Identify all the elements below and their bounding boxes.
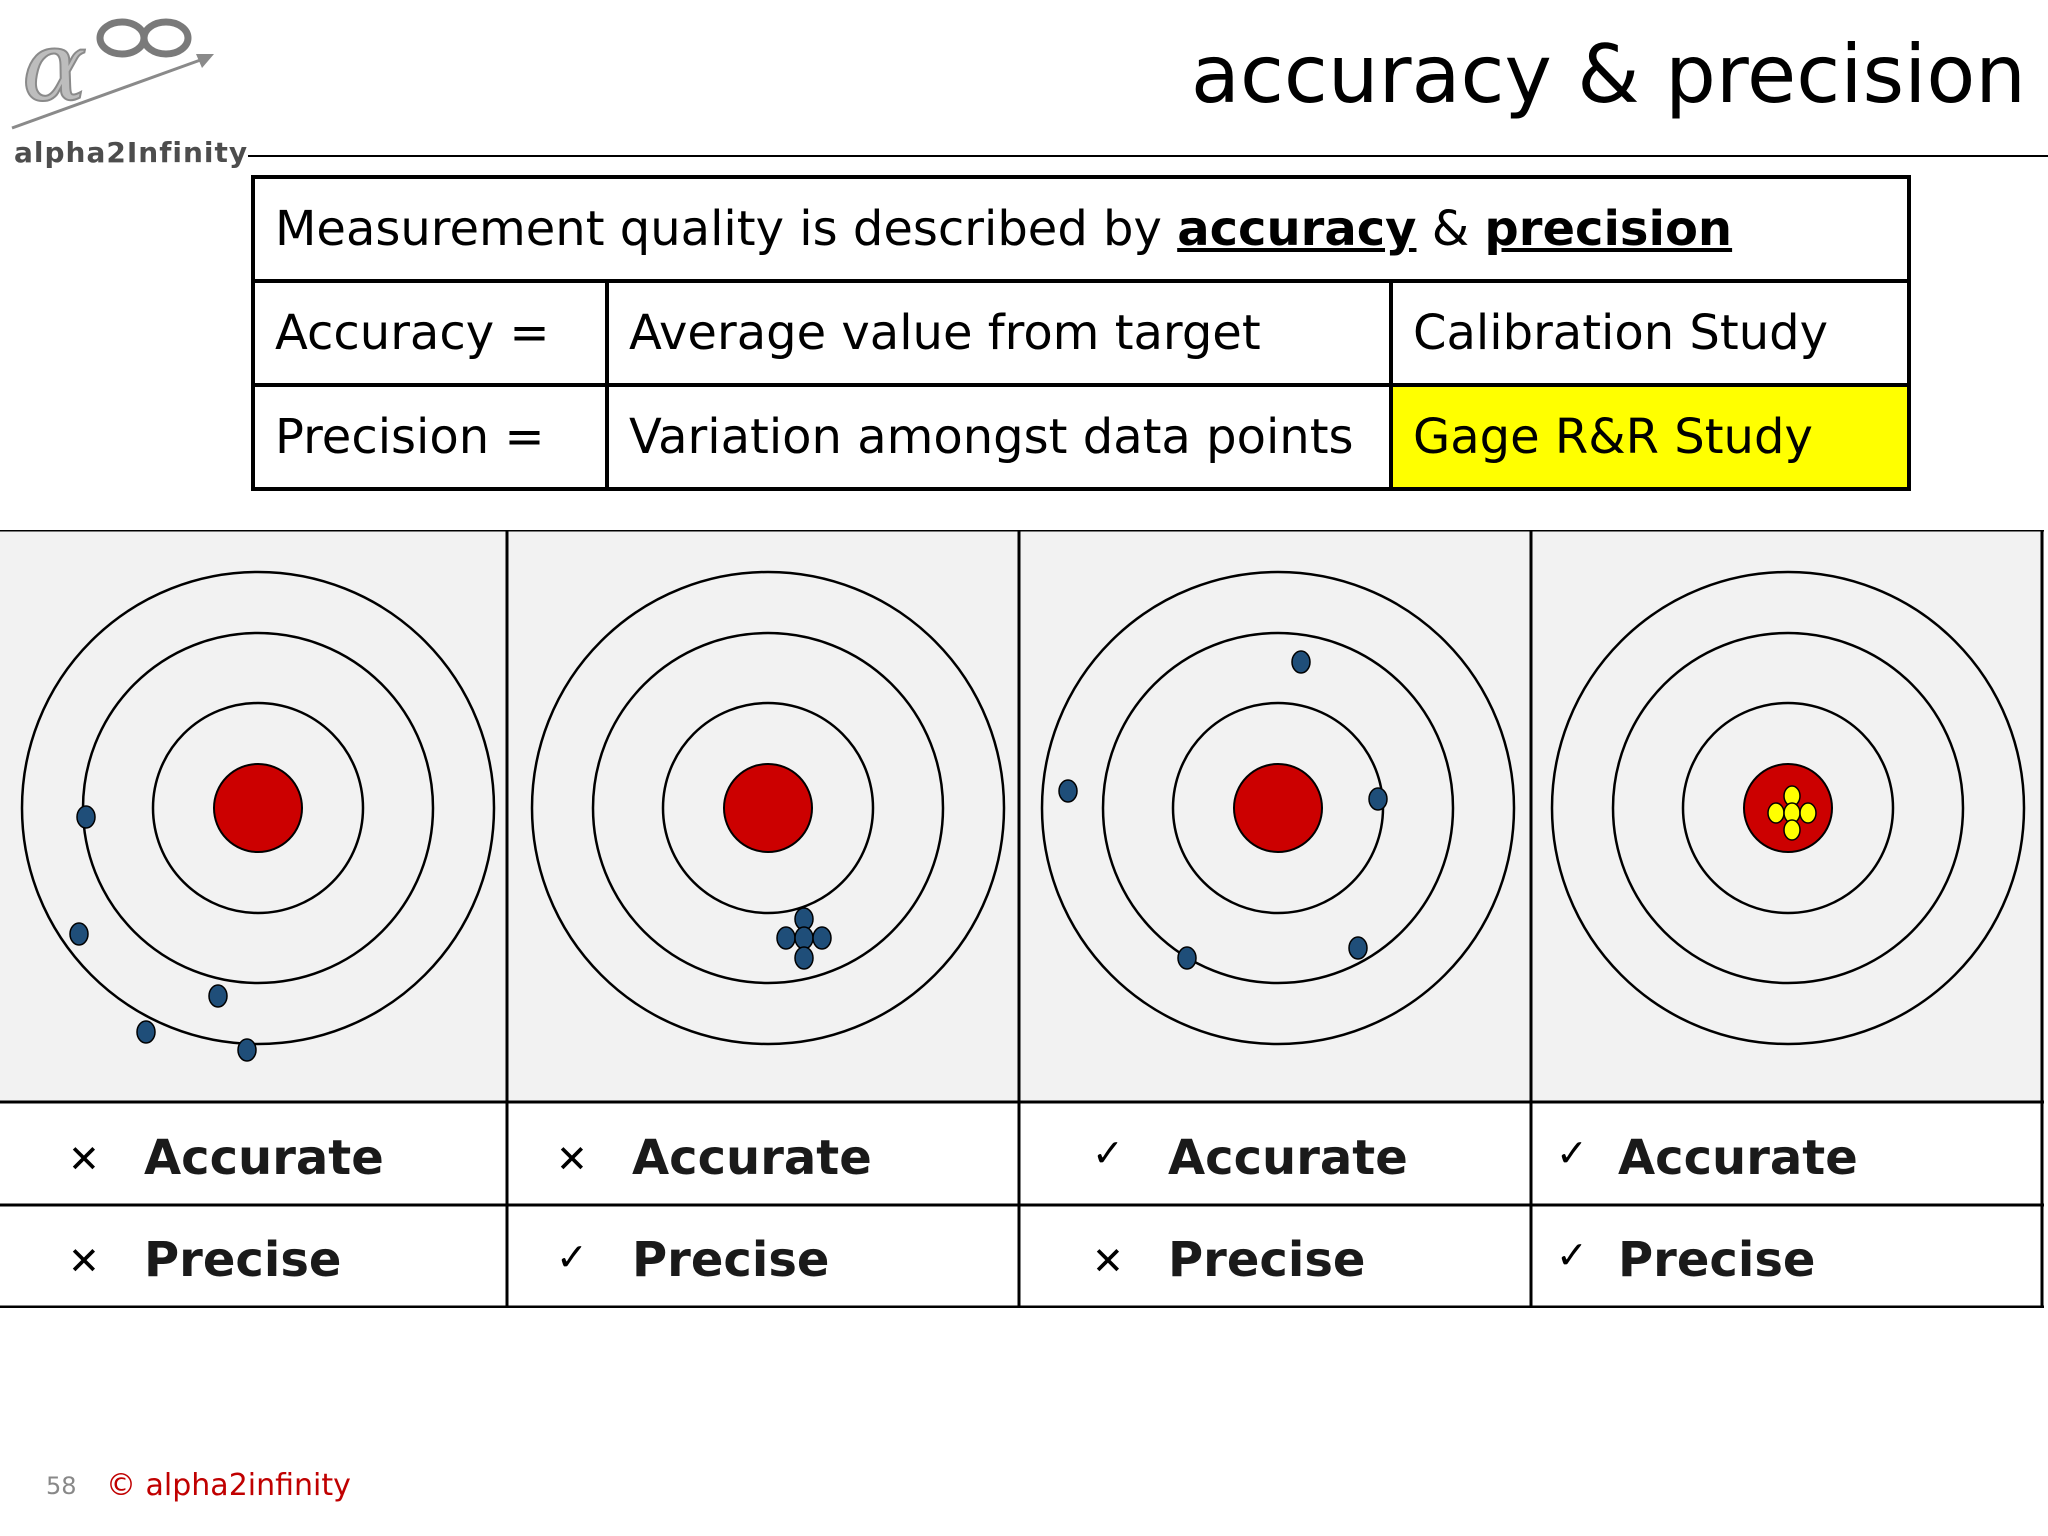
accurate-mark-3: ✓ — [1092, 1131, 1124, 1175]
header-amp: & — [1416, 201, 1485, 257]
alpha-infinity-logo-icon: α — [11, 10, 214, 130]
header-term-accuracy: accuracy — [1177, 201, 1417, 257]
study-cell-highlighted: Gage R&R Study — [1389, 383, 1911, 491]
bullseye — [1233, 763, 1323, 853]
page-title: accuracy & precision — [1190, 28, 2026, 121]
precise-label: Precise — [632, 1232, 830, 1288]
brand-logo: α alpha2Infinity — [0, 0, 260, 190]
bullseye — [213, 763, 303, 853]
accurate-mark-2: ✕ — [556, 1137, 588, 1181]
precise-mark-1: ✕ — [68, 1239, 100, 1283]
data-points-4 — [1767, 785, 1817, 841]
target-2 — [530, 570, 1006, 1046]
accurate-label: Accurate — [1168, 1130, 1408, 1186]
precise-mark-2: ✓ — [556, 1235, 588, 1279]
precise-label: Precise — [144, 1232, 342, 1288]
data-points-3 — [1058, 650, 1388, 970]
precise-mark-4: ✓ — [1556, 1233, 1588, 1277]
definitions-header-row: Measurement quality is described by accu… — [251, 175, 1911, 283]
accurate-mark-1: ✕ — [68, 1137, 100, 1181]
header-prefix: Measurement quality is described by — [275, 201, 1178, 257]
table-row: Precision = Variation amongst data point… — [251, 383, 1911, 491]
meaning-cell: Average value from target — [605, 279, 1393, 387]
table-row: Accuracy = Average value from target Cal… — [251, 279, 1911, 387]
header-term-precision: precision — [1484, 201, 1733, 257]
bullseye — [723, 763, 813, 853]
grid-lines — [0, 530, 2044, 1308]
data-points-1 — [69, 805, 257, 1062]
brand-logo-text: alpha2Infinity — [14, 136, 249, 169]
study-cell: Calibration Study — [1389, 279, 1911, 387]
target-1 — [20, 570, 496, 1046]
data-points-2 — [776, 907, 832, 970]
precise-label: Precise — [1168, 1232, 1366, 1288]
title-divider — [248, 155, 2048, 157]
accurate-label: Accurate — [144, 1130, 384, 1186]
targets-illustration — [0, 530, 2044, 1308]
meaning-cell: Variation amongst data points — [605, 383, 1393, 491]
accurate-label: Accurate — [632, 1130, 872, 1186]
precise-mark-3: ✕ — [1092, 1239, 1124, 1283]
definitions-header: Measurement quality is described by accu… — [251, 175, 1911, 283]
targets-grid: ✕ Accurate ✕ Precise ✕ Accurate ✓ Precis… — [0, 530, 2044, 1308]
precise-label: Precise — [1618, 1232, 1816, 1288]
term-cell: Accuracy = — [251, 279, 609, 387]
target-4 — [1550, 570, 2026, 1046]
term-cell: Precision = — [251, 383, 609, 491]
accurate-label: Accurate — [1618, 1130, 1858, 1186]
definitions-table: Measurement quality is described by accu… — [251, 175, 1911, 491]
page-number: 58 — [46, 1472, 77, 1500]
copyright: © alpha2infinity — [106, 1468, 351, 1503]
svg-text:α: α — [22, 11, 87, 123]
accurate-mark-4: ✓ — [1556, 1131, 1588, 1175]
